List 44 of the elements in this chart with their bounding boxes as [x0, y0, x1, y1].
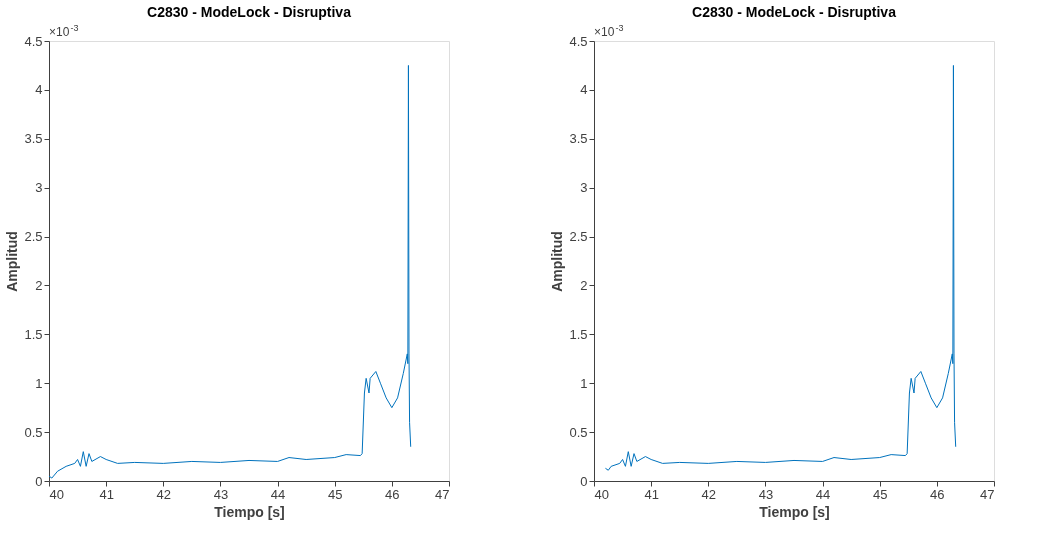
- x-tick-label: 41: [99, 486, 114, 502]
- y-tick-label: 0: [35, 473, 43, 489]
- x-axis-title: Tiempo [s]: [759, 503, 830, 520]
- y-tick-label: 1: [35, 375, 43, 391]
- x-tick-label: 42: [701, 486, 717, 502]
- y-tick-label: 1.5: [569, 326, 588, 342]
- x-tick-label: 40: [49, 486, 64, 502]
- y-tick-label: 2: [35, 277, 43, 293]
- x-tick-label: 47: [980, 486, 995, 502]
- x-tick-label: 40: [594, 486, 609, 502]
- x-tick-label: 47: [435, 486, 450, 502]
- line-series: [604, 64, 957, 471]
- y-tick-label: 0.5: [569, 424, 588, 440]
- y-tick-label: 2.5: [569, 229, 588, 245]
- y-tick-label: 4.5: [24, 33, 43, 49]
- y-tick-label: 4: [35, 82, 43, 98]
- y-tick-label: 3: [35, 180, 43, 196]
- line-series: [48, 64, 412, 479]
- x-axis-title: Tiempo [s]: [214, 503, 285, 520]
- x-tick-label: 46: [385, 486, 400, 502]
- x-tick-label: 41: [644, 486, 659, 502]
- x-tick-label: 45: [872, 486, 888, 502]
- chart-title: C2830 - ModeLock - Disruptiva: [692, 4, 897, 20]
- x-tick-label: 42: [156, 486, 172, 502]
- y-tick-label: 1.5: [24, 326, 43, 342]
- y-tick-label: 0: [580, 473, 588, 489]
- x-tick-label: 43: [758, 486, 774, 502]
- y-tick-label: 4: [580, 82, 588, 98]
- x-tick-label: 43: [213, 486, 229, 502]
- y-tick-label: 3: [580, 180, 588, 196]
- x-tick-label: 44: [270, 486, 286, 502]
- x-tick-label: 46: [930, 486, 945, 502]
- y-tick-label: 2: [580, 277, 588, 293]
- y-tick-label: 3.5: [24, 131, 43, 147]
- y-tick-label: 0.5: [24, 424, 43, 440]
- chart-title: C2830 - ModeLock - Disruptiva: [147, 4, 352, 20]
- y-tick-label: 2.5: [24, 229, 43, 245]
- y-axis-title: Amplitud: [549, 231, 566, 292]
- x-tick-label: 44: [815, 486, 831, 502]
- y-tick-label: 3.5: [569, 131, 588, 147]
- y-tick-label: 4.5: [569, 33, 588, 49]
- y-tick-label: 1: [580, 375, 588, 391]
- x-tick-label: 45: [327, 486, 343, 502]
- y-axis-title: Amplitud: [4, 231, 21, 292]
